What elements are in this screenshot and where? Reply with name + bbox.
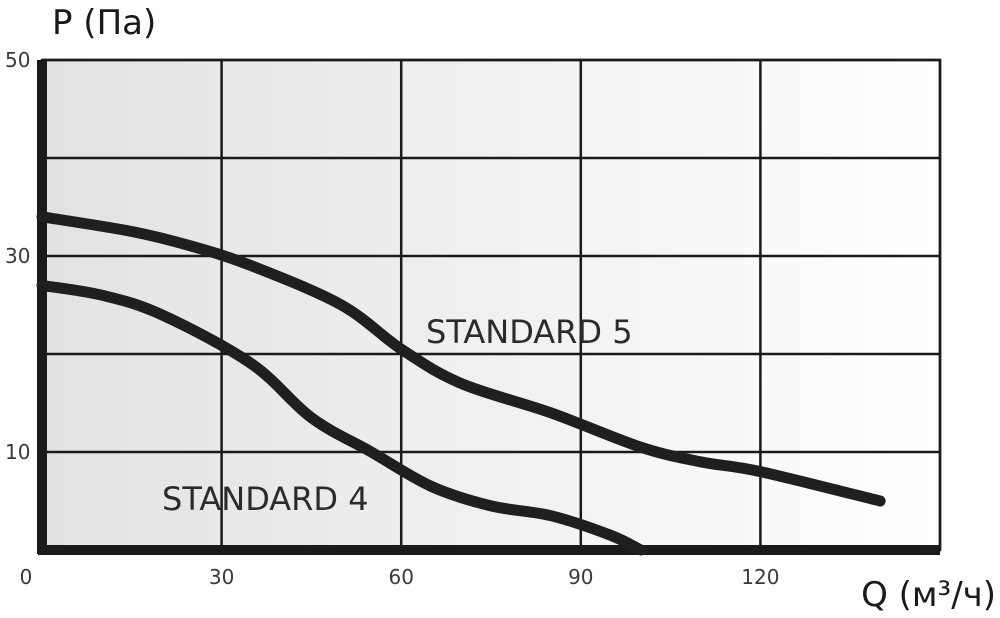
x-axis-title: Q (м³/ч)	[861, 575, 996, 615]
series-label-standard-5: STANDARD 5	[426, 313, 633, 351]
x-tick-label: 30	[209, 565, 234, 589]
x-tick-label: 90	[568, 565, 593, 589]
y-tick-label: 10	[5, 440, 30, 464]
series-curves	[36, 211, 886, 556]
series-label-standard-4: STANDARD 4	[162, 480, 369, 518]
tick-labels: 0 30 60 90 120 10 30 50	[5, 48, 779, 589]
plot-area	[42, 60, 940, 550]
x-tick-label: 60	[388, 565, 413, 589]
y-tick-label: 50	[5, 48, 30, 72]
series-labels: STANDARD 5 STANDARD 4	[162, 313, 633, 518]
y-tick-label: 30	[5, 244, 30, 268]
y-axis-title: P (Па)	[52, 3, 156, 43]
x-tick-label: 120	[741, 565, 779, 589]
x-tick-label: 0	[20, 565, 33, 589]
series-line-standard-5	[36, 211, 886, 507]
series-line-standard-4	[36, 279, 647, 556]
